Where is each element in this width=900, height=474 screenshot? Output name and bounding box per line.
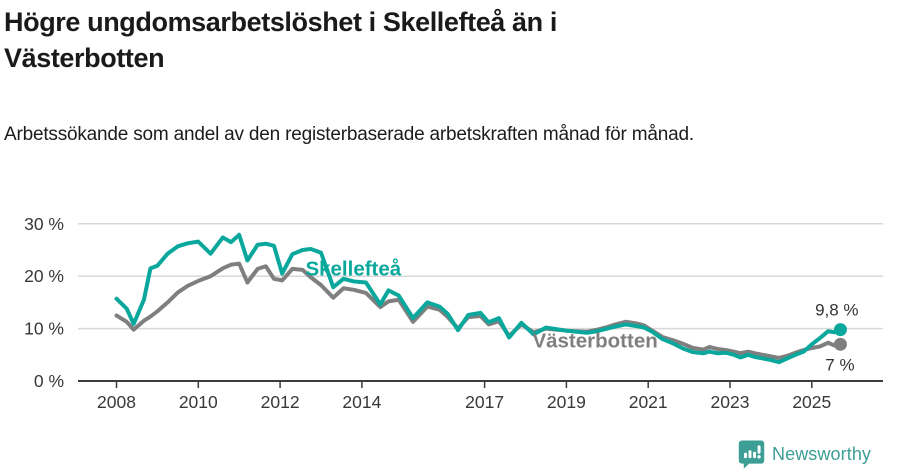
y-tick-label: 10 % (24, 319, 64, 339)
newsworthy-logo: Newsworthy (738, 440, 871, 469)
series-line-skellefteå (114, 232, 843, 365)
x-tick-label: 2025 (792, 392, 831, 412)
y-tick-label: 20 % (24, 266, 64, 286)
y-tick-label: 30 % (24, 214, 64, 234)
x-tick-label: 2021 (629, 392, 668, 412)
x-tick-label: 2023 (711, 392, 750, 412)
unemployment-line-chart: 0 % 10 % 20 % 30 % 2008 2010 2012 2014 2017 2019 2… (24, 214, 883, 412)
annotation-skellefte-: Skellefteå (305, 258, 401, 281)
newsworthy-logo-icon (738, 440, 765, 469)
end-dot-västerbotten (833, 337, 847, 351)
x-tick-label: 2010 (179, 392, 218, 412)
end-dot-skellefteå (833, 323, 847, 337)
x-tick-label: 2014 (342, 392, 381, 412)
chart-title: Högre ungdomsarbetslöshet i Skellefteå ä… (4, 7, 557, 73)
y-tick-label: 0 % (34, 371, 64, 391)
x-tick-label: 2017 (465, 392, 504, 412)
series-line-västerbotten (114, 261, 843, 360)
x-tick-label: 2008 (97, 392, 136, 412)
x-tick-label: 2019 (547, 392, 586, 412)
chart-subtitle: Arbetssökande som andel av den registerb… (4, 124, 694, 145)
brand-name: Newsworthy (772, 444, 872, 464)
annotation-9-8-: 9,8 % (815, 301, 858, 320)
annotation-v-sterbotten: Västerbotten (532, 329, 657, 352)
x-tick-label: 2012 (261, 392, 300, 412)
annotation-7-: 7 % (825, 356, 854, 375)
